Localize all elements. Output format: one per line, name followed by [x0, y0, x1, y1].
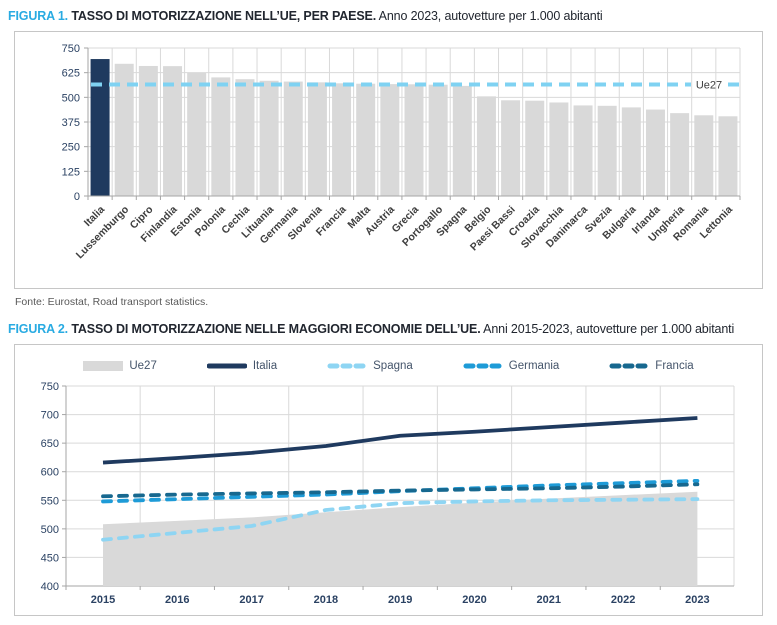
y-tick-label: 375	[62, 117, 80, 129]
bar-romania	[694, 115, 714, 196]
y-tick-label: 500	[62, 92, 80, 104]
y-tick-label: 750	[41, 381, 59, 393]
year-label-2020: 2020	[462, 594, 486, 606]
y-tick-label: 400	[41, 581, 59, 593]
figure2-subtitle: Anni 2015-2023, autovetture per 1.000 ab…	[483, 322, 735, 336]
bar-francia	[332, 83, 352, 196]
series-line-spagna	[101, 497, 700, 542]
figure1-heading: TASSO DI MOTORIZZAZIONE NELL’UE, PER PAE…	[71, 9, 377, 23]
year-label-2019: 2019	[388, 594, 412, 606]
bar-italia	[90, 59, 110, 197]
legend-swatch-ue27	[83, 361, 124, 371]
figure1-label: FIGURA 1.	[8, 9, 68, 23]
y-tick-label: 750	[62, 43, 80, 55]
legend-item-italia: Italia	[206, 360, 278, 372]
y-axis: 0 125 250 375 500 625 750	[62, 43, 89, 203]
bar-bulgaria	[621, 107, 641, 196]
bar-finlandia	[163, 66, 183, 196]
figure2-chart-box: Ue27 Italia Spagna Germania Francia 400 450 50…	[14, 344, 763, 616]
bar-slovacchia	[549, 102, 569, 196]
bar-grecia	[404, 84, 424, 196]
y-tick-label: 625	[62, 68, 80, 80]
bar-danimarca	[573, 105, 593, 196]
figure2-line-chart: 400 450 500 550 600 650 700 750 2015 2016 2017 2018…	[41, 381, 735, 606]
y-tick-label: 650	[41, 438, 59, 450]
source-note: Fonte: Eurostat, Road transport statisti…	[15, 296, 209, 308]
year-label-2017: 2017	[239, 594, 263, 606]
legend-label: Francia	[655, 360, 694, 372]
legend-label: Ue27	[129, 360, 157, 372]
bar-polonia	[211, 77, 231, 196]
bar-croazia	[525, 100, 545, 196]
bar-paesi-bassi	[501, 100, 521, 196]
bar-belgio	[476, 96, 496, 196]
bar-austria	[380, 84, 400, 196]
legend-label: Spagna	[373, 360, 413, 372]
bar-lussemburgo	[114, 63, 134, 196]
series-line-italia	[102, 416, 698, 465]
legend-item-germania: Germania	[463, 360, 560, 372]
legend-swatch-spagna	[327, 363, 367, 369]
bar-svezia	[597, 105, 617, 196]
figure1-bar-chart: 0 125 250 375 500 625 750 ItaliaLussemburgoCipr…	[62, 43, 741, 262]
y-tick-label: 125	[62, 166, 80, 178]
bar-lituania	[259, 80, 279, 196]
figure2-heading: TASSO DI MOTORIZZAZIONE NELLE MAGGIORI E…	[71, 322, 481, 336]
legend-item-francia: Francia	[609, 360, 694, 372]
figure2-label: FIGURA 2.	[8, 322, 68, 336]
bar-germania	[283, 81, 303, 196]
legend-swatch-italia	[206, 363, 247, 369]
bar-portogallo	[428, 84, 448, 196]
series-line-francia	[101, 482, 700, 499]
bar-spagna	[452, 85, 472, 196]
bars	[90, 59, 738, 197]
legend-item-spagna: Spagna	[327, 360, 413, 372]
x-axis	[87, 195, 741, 200]
x-axis-labels: ItaliaLussemburgoCiproFinlandiaEstoniaPo…	[74, 204, 735, 262]
year-label-2023: 2023	[685, 594, 709, 606]
bar-lettonia	[718, 116, 738, 196]
legend-label: Germania	[508, 360, 560, 372]
bar-malta	[356, 83, 376, 196]
year-label-2016: 2016	[165, 594, 189, 606]
figure1-subtitle: Anno 2023, autovetture per 1.000 abitant…	[378, 9, 603, 23]
figure2-title: FIGURA 2. TASSO DI MOTORIZZAZIONE NELLE …	[8, 321, 763, 337]
year-label-2018: 2018	[314, 594, 338, 606]
y-tick-label: 600	[41, 467, 59, 479]
y-tick-label: 0	[74, 191, 80, 203]
legend-swatch-germania	[463, 363, 503, 369]
figure2-legend: Ue27 Italia Spagna Germania Francia	[15, 345, 762, 379]
year-label-2015: 2015	[91, 594, 115, 606]
y-tick-label: 450	[41, 552, 59, 564]
bar-slovenia	[307, 82, 327, 196]
y-tick-label: 500	[41, 524, 59, 536]
bar-ungheria	[670, 113, 690, 196]
y-tick-label: 700	[41, 410, 59, 422]
x-axis-labels: 2015 2016 2017 2018 2019 2020 2021 2022 2023	[91, 594, 710, 606]
legend-item-ue27: Ue27	[83, 360, 157, 372]
bar-estonia	[187, 72, 207, 196]
legend-swatch-francia	[609, 363, 649, 369]
y-tick-label: 550	[41, 495, 59, 507]
bar-cipro	[138, 65, 158, 196]
y-tick-label: 250	[62, 142, 80, 154]
bar-cechia	[235, 79, 255, 196]
year-label-2022: 2022	[611, 594, 635, 606]
series-area-ue27	[103, 491, 698, 586]
bar-irlanda	[645, 109, 665, 196]
ue27-reference-line: Ue27	[91, 80, 739, 92]
legend-label: Italia	[252, 360, 278, 372]
figure1-title: FIGURA 1. TASSO DI MOTORIZZAZIONE NELL’U…	[8, 8, 763, 24]
year-label-2021: 2021	[537, 594, 561, 606]
series	[101, 416, 700, 586]
figure1-chart-box: 0 125 250 375 500 625 750 Italia Lussemburgo Cipr…	[14, 31, 763, 289]
ue27-line-label: Ue27	[696, 80, 722, 92]
